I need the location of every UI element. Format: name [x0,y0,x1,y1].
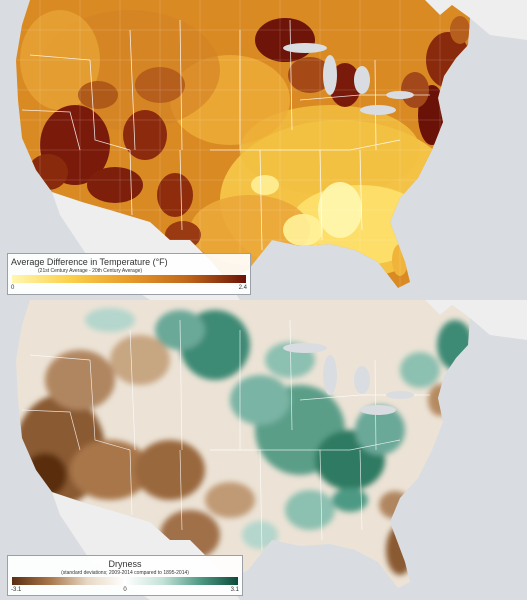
state-borders [21,19,430,251]
temperature-legend: Average Difference in Temperature (°F) (… [7,253,251,295]
dryness-color-bar [12,577,238,585]
dryness-legend-subtitle: (standard deviations; 2009-2014 compared… [61,570,189,576]
temperature-map [0,0,527,300]
temperature-max-label: 2.4 [238,285,247,291]
temperature-map-panel: Average Difference in Temperature (°F) (… [0,0,527,300]
dryness-max-label: 3.1 [230,587,239,593]
dryness-legend-title: Dryness [108,559,142,569]
dryness-legend: Dryness (standard deviations; 2009-2014 … [7,555,243,596]
temperature-legend-title: Average Difference in Temperature (°F) [11,257,168,267]
dryness-map [0,300,527,600]
state-borders-bottom [21,319,430,551]
dryness-mid-label: 0 [123,587,127,593]
dryness-map-panel: Dryness (standard deviations; 2009-2014 … [0,300,527,600]
temperature-legend-subtitle: (21st Century Average - 20th Century Ave… [38,268,143,274]
temperature-color-bar [12,275,246,283]
dryness-min-label: -3.1 [11,587,22,593]
canada-land-bottom [0,300,527,340]
temperature-min-label: 0 [11,285,15,291]
canada-land [0,0,527,40]
